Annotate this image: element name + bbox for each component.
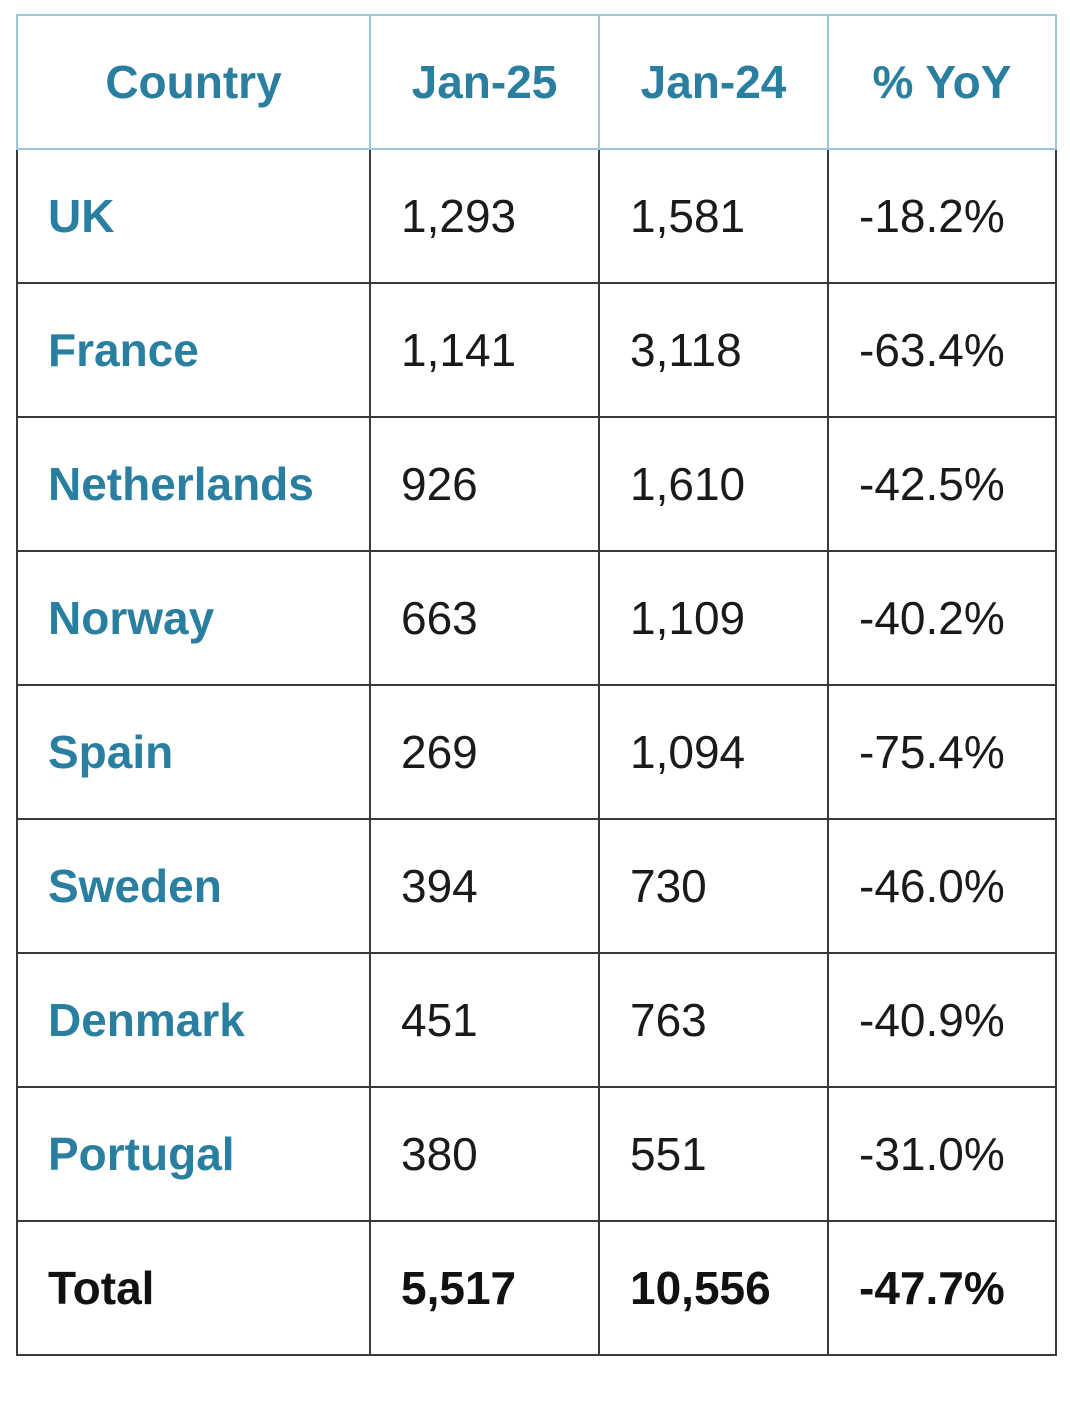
value-cell: 380 [369, 1086, 600, 1222]
total-value: 5,517 [369, 1220, 600, 1356]
value-cell: 1,581 [598, 148, 829, 284]
total-value: -47.7% [827, 1220, 1057, 1356]
header-cell: Country [16, 14, 371, 150]
value-cell: 1,141 [369, 282, 600, 418]
header-cell: % YoY [827, 14, 1057, 150]
country-cell: Portugal [16, 1086, 371, 1222]
country-cell: Spain [16, 684, 371, 820]
value-cell: -40.2% [827, 550, 1057, 686]
header-cell: Jan-25 [369, 14, 600, 150]
value-cell: 269 [369, 684, 600, 820]
table-row: Portugal 380 551 -31.0% [16, 1086, 1057, 1222]
value-cell: -63.4% [827, 282, 1057, 418]
value-cell: 730 [598, 818, 829, 954]
total-label: Total [16, 1220, 371, 1356]
value-cell: 1,094 [598, 684, 829, 820]
value-cell: 1,610 [598, 416, 829, 552]
value-cell: -40.9% [827, 952, 1057, 1088]
header-row: Country Jan-25 Jan-24% YoY [16, 14, 1057, 150]
table-row: Denmark 451 763 -40.9% [16, 952, 1057, 1088]
value-cell: 3,118 [598, 282, 829, 418]
table-row: Sweden 394 730 -46.0% [16, 818, 1057, 954]
country-cell: France [16, 282, 371, 418]
table-row: Norway 663 1,109 -40.2% [16, 550, 1057, 686]
value-cell: 926 [369, 416, 600, 552]
value-cell: -42.5% [827, 416, 1057, 552]
value-cell: 763 [598, 952, 829, 1088]
data-table: Country Jan-25 Jan-24% YoY UK 1,293 1,581 -18… [16, 14, 1057, 1356]
table-row: Netherlands 926 1,610 -42.5% [16, 416, 1057, 552]
value-cell: 551 [598, 1086, 829, 1222]
value-cell: -75.4% [827, 684, 1057, 820]
total-value: 10,556 [598, 1220, 829, 1356]
country-cell: Sweden [16, 818, 371, 954]
country-cell: UK [16, 148, 371, 284]
table-container: Country Jan-25 Jan-24% YoY UK 1,293 1,581 -18… [16, 14, 1057, 1356]
value-cell: -46.0% [827, 818, 1057, 954]
country-cell: Denmark [16, 952, 371, 1088]
country-cell: Norway [16, 550, 371, 686]
total-row: Total 5,517 10,556 -47.7% [16, 1220, 1057, 1356]
table-row: UK 1,293 1,581 -18.2% [16, 148, 1057, 284]
value-cell: -18.2% [827, 148, 1057, 284]
value-cell: 1,109 [598, 550, 829, 686]
value-cell: -31.0% [827, 1086, 1057, 1222]
table-row: France 1,141 3,118 -63.4% [16, 282, 1057, 418]
value-cell: 1,293 [369, 148, 600, 284]
header-cell: Jan-24 [598, 14, 829, 150]
value-cell: 663 [369, 550, 600, 686]
value-cell: 394 [369, 818, 600, 954]
country-cell: Netherlands [16, 416, 371, 552]
table-row: Spain 269 1,094 -75.4% [16, 684, 1057, 820]
value-cell: 451 [369, 952, 600, 1088]
